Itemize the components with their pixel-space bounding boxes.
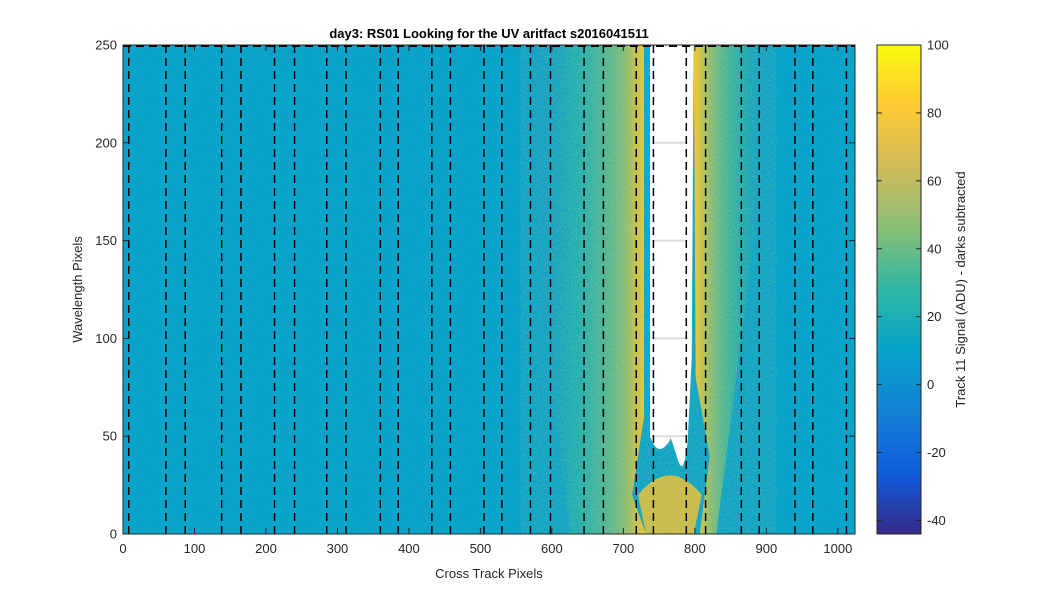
x-tick-label: 800 — [684, 541, 706, 556]
x-tick-label: 0 — [119, 541, 126, 556]
x-axis-label: Cross Track Pixels — [435, 566, 543, 581]
colorbar-tick-label: -40 — [927, 513, 946, 528]
y-tick-label: 200 — [95, 135, 117, 150]
saturated-region — [649, 45, 694, 467]
colorbar-tick-label: 0 — [927, 377, 934, 392]
colorbar: -40 -20 0 20 40 60 80 100 — [876, 38, 949, 535]
colorbar-tick-label: 20 — [927, 309, 941, 324]
colorbar-tick-label: 100 — [927, 38, 949, 53]
colorbar-tick-label: 80 — [927, 105, 941, 120]
y-tick-label: 150 — [95, 233, 117, 248]
x-tick-label: 300 — [327, 541, 349, 556]
y-tick-label: 0 — [110, 527, 117, 542]
colorbar-tick-label: 60 — [927, 173, 941, 188]
x-tick-label: 700 — [613, 541, 635, 556]
x-tick-label: 600 — [541, 541, 563, 556]
axes-box — [122, 44, 856, 535]
x-tick-label: 400 — [398, 541, 420, 556]
plume-noise — [520, 45, 777, 534]
colorbar-label: Track 11 Signal (ADU) - darks subtracted — [953, 171, 968, 407]
heatmap-area — [123, 45, 855, 534]
axes: 0 100 200 300 400 500 600 700 800 900 1000 0 50 100 15… — [95, 38, 856, 556]
x-tick-label: 200 — [255, 541, 277, 556]
y-tick-label: 100 — [95, 331, 117, 346]
colorbar-tick-label: -20 — [927, 445, 946, 460]
x-tick-label: 100 — [184, 541, 206, 556]
x-tick-label: 500 — [470, 541, 492, 556]
y-axis-label: Wavelength Pixels — [70, 236, 85, 343]
x-tick-label: 1000 — [823, 541, 852, 556]
colorbar-tick-label: 40 — [927, 241, 941, 256]
y-tick-label: 50 — [103, 429, 117, 444]
x-tick-label: 900 — [756, 541, 778, 556]
colorbar-gradient — [876, 44, 922, 535]
chart-title: day3: RS01 Looking for the UV aritfact s… — [329, 26, 648, 41]
y-tick-label: 250 — [95, 38, 117, 53]
